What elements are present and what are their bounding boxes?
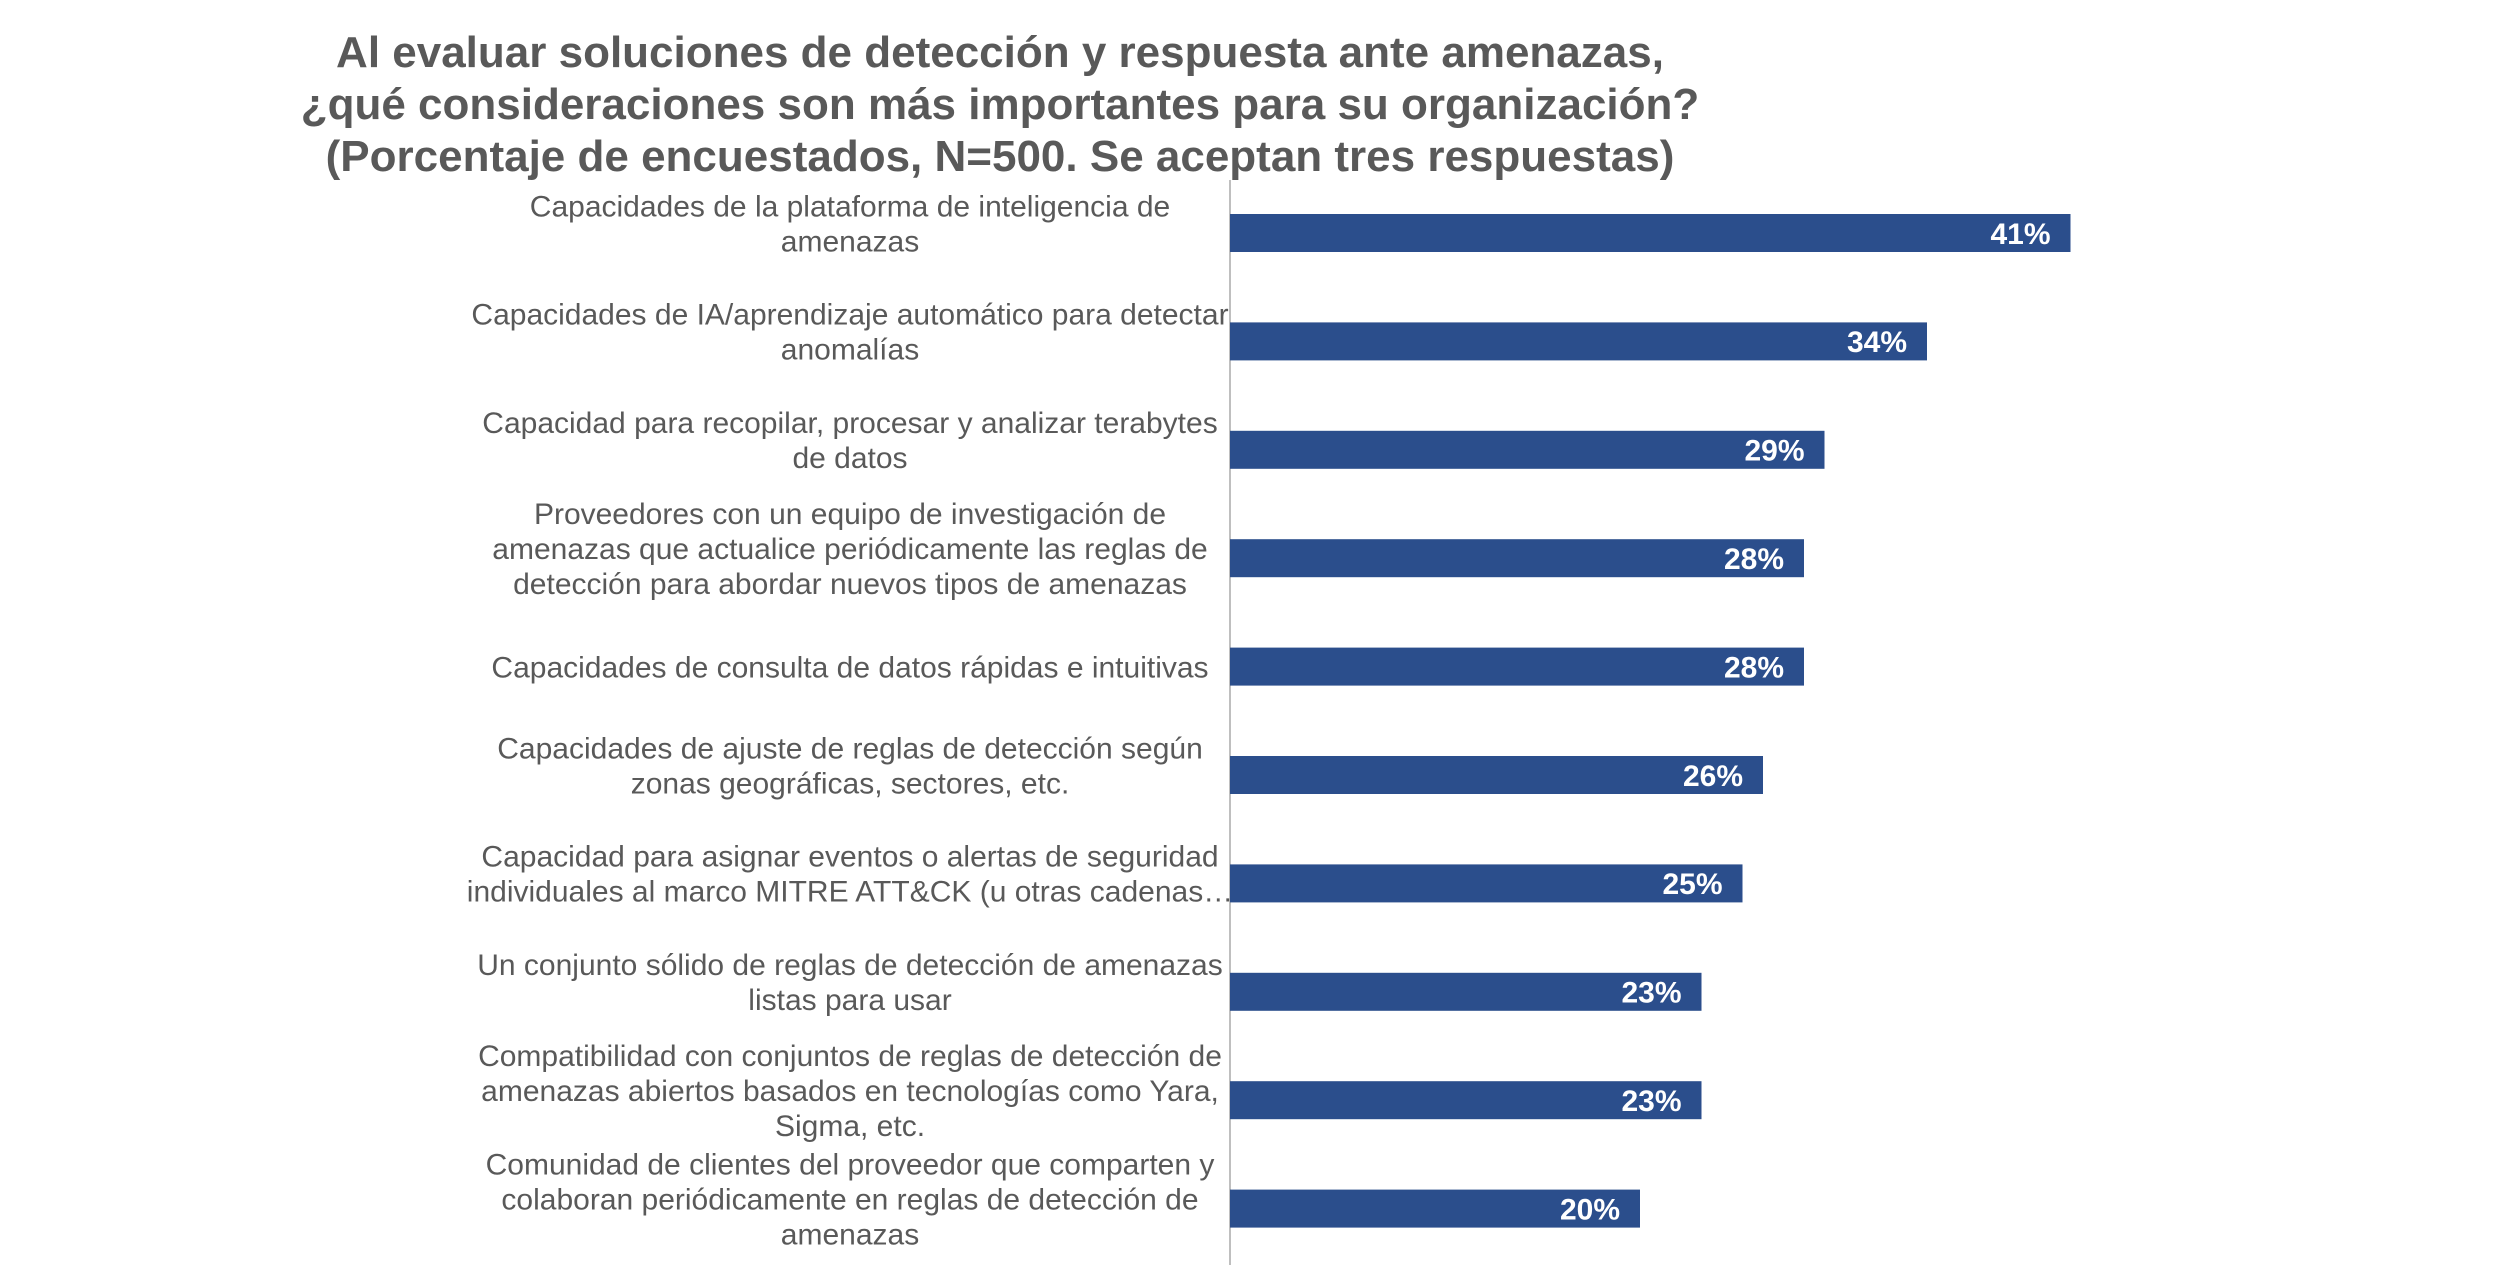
- category-label-6-line-1: Capacidades de ajuste de reglas de detec…: [497, 732, 1203, 765]
- bar-value-label-5: 28%: [1724, 651, 1784, 684]
- category-label-3-line-2: de datos: [792, 442, 907, 475]
- category-label-10-line-3: amenazas: [781, 1218, 919, 1251]
- category-label-8-line-2: listas para usar: [748, 984, 951, 1017]
- category-label-9-line-3: Sigma, etc.: [775, 1110, 925, 1143]
- bar-7: [1230, 864, 1743, 903]
- category-label-10-line-1: Comunidad de clientes del proveedor que …: [486, 1148, 1215, 1181]
- category-label-7-line-2: individuales al marco MITRE ATT&CK (u ot…: [467, 876, 1233, 909]
- bar-value-label-7: 25%: [1662, 868, 1722, 901]
- category-label-9-line-1: Compatibilidad con conjuntos de reglas d…: [478, 1040, 1222, 1073]
- chart-title-line-3: (Porcentaje de encuestados, N=500. Se ac…: [325, 132, 1675, 181]
- category-label-3-line-1: Capacidad para recopilar, procesar y ana…: [482, 407, 1217, 440]
- category-label-8-line-1: Un conjunto sólido de reglas de detecció…: [477, 949, 1223, 982]
- category-label-4-line-1: Proveedores con un equipo de investigaci…: [534, 498, 1166, 531]
- category-label-6-line-2: zonas geográficas, sectores, etc.: [631, 767, 1070, 800]
- category-label-5-line-1: Capacidades de consulta de datos rápidas…: [491, 651, 1208, 684]
- category-label-7-line-1: Capacidad para asignar eventos o alertas…: [481, 841, 1218, 874]
- bar-6: [1230, 756, 1763, 794]
- category-label-2-line-1: Capacidades de IA/aprendizaje automático…: [471, 299, 1228, 332]
- category-label-9-line-2: amenazas abiertos basados en tecnologías…: [481, 1075, 1219, 1108]
- bar-4: [1230, 539, 1804, 578]
- bar-value-label-4: 28%: [1724, 543, 1784, 576]
- bar-8: [1230, 972, 1702, 1011]
- bar-9: [1230, 1081, 1702, 1120]
- bar-3: [1230, 430, 1825, 469]
- category-label-10-line-2: colaboran periódicamente en reglas de de…: [501, 1183, 1198, 1216]
- category-label-1-line-1: Capacidades de la plataforma de intelige…: [530, 190, 1170, 223]
- bar-value-label-9: 23%: [1621, 1085, 1681, 1118]
- bar-value-label-1: 41%: [1990, 218, 2050, 251]
- category-label-1-line-2: amenazas: [781, 225, 919, 258]
- bar-value-label-3: 29%: [1744, 435, 1804, 468]
- chart-title-line-2: ¿qué consideraciones son más importantes…: [300, 80, 1700, 129]
- bar-value-label-6: 26%: [1683, 760, 1743, 793]
- bar-5: [1230, 647, 1804, 686]
- bar-value-label-10: 20%: [1560, 1193, 1620, 1226]
- category-label-4-line-2: amenazas que actualice periódicamente la…: [492, 533, 1207, 566]
- bar-value-label-2: 34%: [1847, 326, 1907, 359]
- bar-2: [1230, 322, 1927, 361]
- category-label-4-line-3: detección para abordar nuevos tipos de a…: [513, 568, 1187, 601]
- bar-10: [1230, 1189, 1640, 1228]
- chart-title-line-1: Al evaluar soluciones de detección y res…: [336, 28, 1664, 77]
- category-label-2-line-2: anomalías: [781, 334, 919, 367]
- bar-1: [1230, 214, 2071, 252]
- bar-value-label-8: 23%: [1621, 977, 1681, 1010]
